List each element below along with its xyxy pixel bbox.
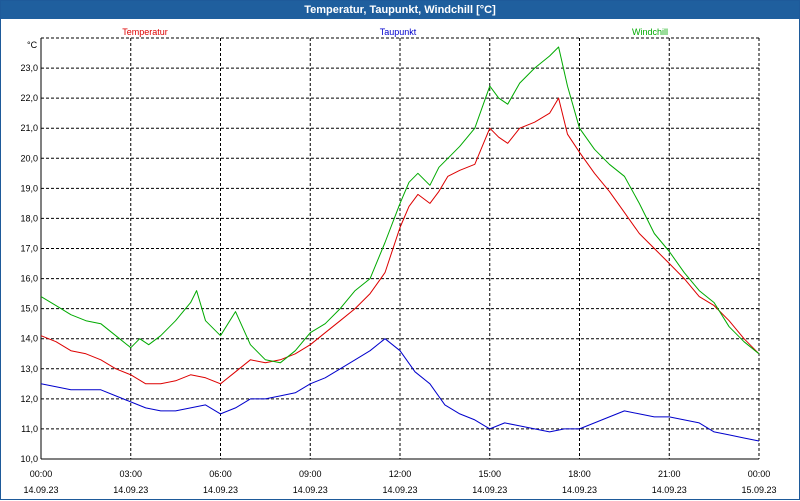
y-tick-label: 14,0 [20, 334, 38, 344]
x-tick-time: 00:00 [748, 469, 771, 479]
x-tick-date: 14.09.23 [203, 485, 238, 495]
y-tick-label: 12,0 [20, 394, 38, 404]
window-title: Temperatur, Taupunkt, Windchill [°C] [1, 1, 799, 19]
x-tick-time: 12:00 [389, 469, 412, 479]
x-tick-time: 18:00 [568, 469, 591, 479]
y-axis-label: °C [27, 40, 38, 50]
series-lines [40, 46, 760, 442]
x-tick-date: 14.09.23 [382, 485, 417, 495]
x-tick-date: 14.09.23 [293, 485, 328, 495]
x-tick-date: 14.09.23 [113, 485, 148, 495]
y-tick-label: 16,0 [20, 274, 38, 284]
legend-taupunkt: Taupunkt [380, 27, 417, 37]
legend-windchill: Windchill [632, 27, 668, 37]
x-tick-time: 03:00 [119, 469, 142, 479]
axes [40, 38, 759, 460]
x-tick-date: 14.09.23 [472, 485, 507, 495]
y-tick-label: 18,0 [20, 213, 38, 223]
x-tick-time: 09:00 [299, 469, 322, 479]
y-tick-label: 21,0 [20, 123, 38, 133]
x-tick-time: 06:00 [209, 469, 232, 479]
y-tick-label: 23,0 [20, 63, 38, 73]
grid-lines [41, 37, 760, 459]
x-tick-date: 14.09.23 [562, 485, 597, 495]
y-tick-label: 17,0 [20, 244, 38, 254]
y-tick-label: 11,0 [21, 424, 38, 434]
series-line-taupunkt [40, 338, 760, 442]
tick-labels: 10,0 11,0 12,0 13,0 14,0 15,0 16,0 17,0 18,0 19,0… [20, 40, 776, 495]
x-tick-date: 14.09.23 [23, 485, 58, 495]
y-tick-label: 10,0 [20, 454, 38, 464]
series-line-windchill [40, 46, 760, 364]
x-tick-time: 15:00 [478, 469, 501, 479]
y-tick-label: 13,0 [20, 364, 38, 374]
y-tick-label: 20,0 [20, 153, 38, 163]
legend: Temperatur Taupunkt Windchill [122, 27, 668, 37]
y-tick-label: 22,0 [20, 93, 38, 103]
y-tick-label: 15,0 [20, 304, 38, 314]
x-tick-time: 21:00 [658, 469, 681, 479]
series-line-temperatur [40, 97, 760, 385]
y-tick-label: 19,0 [20, 183, 38, 193]
x-tick-date: 15.09.23 [741, 485, 776, 495]
x-tick-date: 14.09.23 [652, 485, 687, 495]
legend-temperatur: Temperatur [122, 27, 168, 37]
x-tick-time: 00:00 [30, 469, 53, 479]
